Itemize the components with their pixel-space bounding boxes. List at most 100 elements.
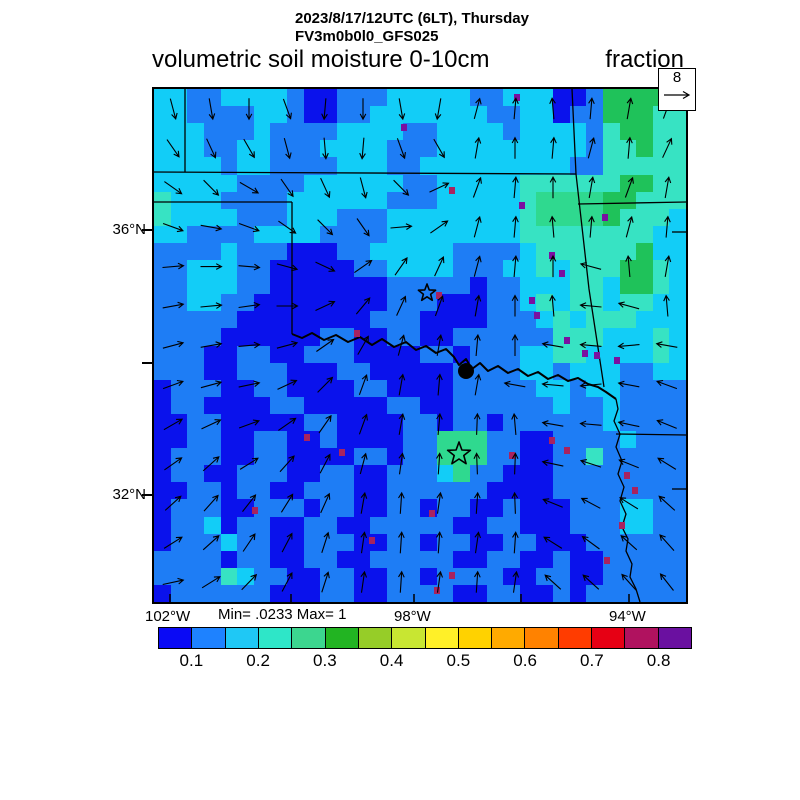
soil-cell bbox=[403, 157, 420, 175]
soil-cell bbox=[253, 89, 271, 107]
soil-cell bbox=[203, 516, 221, 534]
soil-cell bbox=[453, 174, 470, 192]
soil-cell bbox=[270, 174, 287, 192]
soil-cell bbox=[536, 106, 553, 124]
soil-cell bbox=[187, 294, 204, 312]
soil-cell bbox=[586, 140, 603, 158]
soil-cell bbox=[353, 106, 371, 124]
wind-arrow bbox=[169, 98, 178, 121]
soil-cell bbox=[469, 567, 487, 585]
soil-cell bbox=[303, 89, 321, 107]
soil-cell bbox=[403, 448, 420, 466]
lake-speck bbox=[619, 522, 625, 529]
soil-cell bbox=[353, 413, 371, 431]
soil-cell bbox=[519, 362, 537, 380]
soil-cell bbox=[636, 277, 653, 295]
soil-cell bbox=[386, 89, 404, 107]
soil-cell bbox=[652, 174, 670, 192]
soil-cell bbox=[619, 242, 637, 260]
wind-arrow bbox=[434, 256, 445, 277]
soil-cell bbox=[187, 567, 204, 585]
soil-cell bbox=[652, 482, 670, 500]
soil-cell bbox=[370, 260, 387, 278]
soil-cell bbox=[336, 345, 354, 363]
soil-cell bbox=[469, 345, 487, 363]
soil-cell bbox=[237, 225, 254, 243]
soil-cell bbox=[553, 379, 570, 397]
soil-cell bbox=[303, 413, 321, 431]
soil-cell bbox=[170, 242, 188, 260]
soil-cell bbox=[187, 533, 204, 551]
colorbar-tick-label: 0.6 bbox=[513, 651, 537, 670]
soil-cell bbox=[486, 567, 504, 585]
soil-cell bbox=[270, 431, 287, 449]
soil-cell bbox=[602, 448, 620, 466]
lat-tick bbox=[142, 494, 152, 496]
soil-cell bbox=[203, 208, 221, 226]
soil-cell bbox=[237, 465, 254, 483]
soil-cell bbox=[669, 208, 686, 226]
soil-cell bbox=[519, 345, 537, 363]
state-border-line bbox=[613, 398, 641, 602]
soil-cell bbox=[436, 499, 454, 517]
soil-cell bbox=[187, 260, 204, 278]
wind-arrow bbox=[163, 536, 183, 549]
soil-cell bbox=[519, 328, 537, 346]
soil-cell bbox=[536, 191, 553, 209]
soil-cell bbox=[353, 448, 371, 466]
wind-arrow bbox=[549, 254, 557, 278]
colorbar-segment bbox=[192, 628, 226, 648]
wind-arrow bbox=[242, 494, 257, 512]
soil-cell bbox=[486, 465, 504, 483]
colorbar-segment bbox=[592, 628, 626, 648]
colorbar-segment bbox=[358, 628, 393, 648]
soil-cell bbox=[420, 584, 437, 602]
soil-cell bbox=[503, 550, 520, 568]
soil-cell bbox=[436, 584, 454, 602]
soil-cell bbox=[237, 482, 254, 500]
soil-cell bbox=[536, 157, 553, 175]
soil-cell bbox=[386, 431, 404, 449]
soil-cell bbox=[652, 311, 670, 329]
soil-cell bbox=[436, 157, 454, 175]
soil-cell bbox=[602, 89, 620, 107]
soil-cell bbox=[403, 328, 420, 346]
wind-arrow bbox=[322, 137, 329, 160]
wind-arrow bbox=[393, 179, 410, 196]
soil-cell bbox=[602, 431, 620, 449]
soil-moisture-grid bbox=[154, 89, 686, 602]
soil-cell bbox=[453, 533, 470, 551]
soil-cell bbox=[553, 431, 570, 449]
soil-cell bbox=[154, 260, 171, 278]
soil-cell bbox=[287, 242, 304, 260]
soil-cell bbox=[453, 396, 470, 414]
soil-cell bbox=[669, 328, 686, 346]
soil-cell bbox=[287, 413, 304, 431]
soil-cell bbox=[636, 448, 653, 466]
soil-cell bbox=[237, 567, 254, 585]
wind-arrow bbox=[512, 254, 519, 278]
wind-arrow bbox=[621, 573, 637, 591]
soil-cell bbox=[636, 533, 653, 551]
soil-cell bbox=[503, 157, 520, 175]
soil-cell bbox=[270, 448, 287, 466]
wind-arrow bbox=[164, 457, 183, 471]
soil-cell bbox=[469, 379, 487, 397]
soil-cell bbox=[652, 260, 670, 278]
state-border-line bbox=[571, 89, 605, 388]
soil-cell bbox=[270, 465, 287, 483]
soil-cell bbox=[303, 208, 321, 226]
soil-cell bbox=[469, 533, 487, 551]
soil-cell bbox=[602, 123, 620, 141]
soil-cell bbox=[370, 413, 387, 431]
wind-arrow bbox=[434, 295, 444, 317]
wind-arrow bbox=[473, 97, 482, 120]
soil-cell bbox=[353, 516, 371, 534]
soil-cell bbox=[420, 311, 437, 329]
wind-arrow bbox=[659, 534, 675, 551]
soil-cell bbox=[336, 396, 354, 414]
soil-cell bbox=[187, 157, 204, 175]
soil-cell bbox=[403, 584, 420, 602]
colorbar-segment bbox=[658, 628, 691, 648]
soil-cell bbox=[287, 499, 304, 517]
